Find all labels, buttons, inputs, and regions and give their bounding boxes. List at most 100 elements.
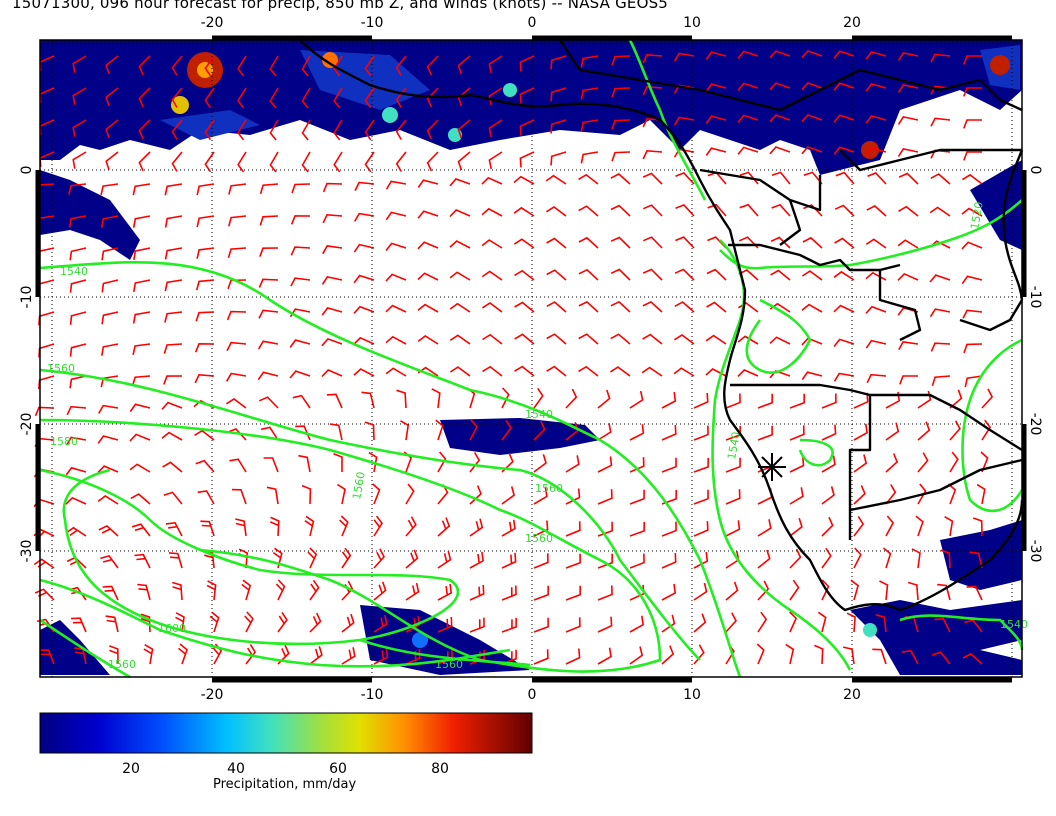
wind-barb: [661, 614, 676, 633]
wind-barb: [865, 238, 887, 249]
wind-barb: [843, 646, 855, 665]
wind-barb: [226, 372, 247, 382]
wind-barb: [326, 393, 343, 409]
wind-barb: [972, 517, 983, 537]
wind-barb: [882, 547, 892, 569]
wind-barb: [69, 375, 87, 389]
wind-barb: [865, 339, 887, 349]
wind-barb: [417, 179, 439, 188]
wind-barb: [801, 49, 823, 59]
horn-coast: [1002, 149, 1024, 301]
wind-barb: [897, 272, 919, 281]
wind-barb: [162, 461, 183, 473]
wind-barb: [132, 311, 151, 324]
contour-label: 1560: [108, 658, 136, 671]
wind-barb: [34, 588, 55, 601]
wind-barb: [693, 425, 709, 441]
wind-barb: [353, 368, 375, 377]
wind-barb: [693, 582, 708, 601]
wind-barb: [821, 516, 834, 537]
wind-barb: [226, 310, 247, 321]
wind-barb: [915, 515, 924, 537]
wind-barb: [899, 375, 918, 385]
wind-barb: [488, 87, 503, 106]
wind-barb: [301, 119, 311, 141]
wind-barb: [642, 300, 663, 313]
wind-barb: [578, 205, 599, 217]
wind-barb: [962, 309, 983, 319]
wind-barb: [258, 309, 279, 319]
wind-barb: [737, 146, 759, 155]
wind-barb: [725, 457, 741, 473]
y-tick-label: 0: [1027, 166, 1043, 175]
wind-barb: [929, 308, 951, 318]
contour-1560-south: [359, 638, 531, 667]
wind-barb: [244, 611, 254, 633]
wind-barb: [65, 526, 87, 537]
wind-barb: [437, 550, 452, 569]
wind-barb: [853, 515, 865, 537]
wind-barb: [533, 387, 544, 409]
wind-barb: [226, 341, 247, 352]
wind-barb: [72, 87, 87, 105]
wind-barb: [706, 268, 727, 281]
wind-barb: [853, 454, 868, 473]
wind-barb: [565, 455, 580, 473]
wind-barb: [629, 646, 644, 665]
wind-barb: [237, 55, 247, 77]
wind-barb: [333, 55, 343, 77]
wind-barb: [364, 151, 375, 173]
wind-barb: [204, 55, 215, 77]
wind-barb: [578, 333, 599, 345]
contour-label: 1540: [725, 431, 743, 461]
wind-barb: [133, 247, 151, 261]
wind-barb: [785, 643, 795, 665]
wind-barb: [769, 82, 791, 91]
wind-barb: [578, 236, 599, 249]
wind-barb: [803, 204, 823, 217]
wind-barb: [449, 209, 471, 218]
wind-barb: [307, 547, 318, 569]
wind-barb: [817, 611, 827, 633]
contour-1540-inland: [745, 298, 812, 374]
wind-barb: [138, 87, 151, 108]
wind-barb: [897, 84, 919, 93]
wind-barb: [546, 301, 567, 313]
wind-barb: [354, 181, 375, 191]
wind-barb: [373, 615, 388, 633]
wind-barb: [469, 584, 485, 601]
wind-barb: [259, 183, 279, 195]
x-tick-label: -10: [361, 15, 384, 31]
contour-label: 1520: [968, 201, 986, 231]
wind-barb: [137, 583, 151, 601]
africa-east-coast: [899, 499, 1024, 612]
wind-barb: [481, 207, 503, 217]
wind-barb: [550, 151, 567, 166]
wind-barb: [833, 146, 855, 155]
wind-barb: [642, 333, 663, 345]
wind-barb: [105, 55, 119, 75]
wind-barb: [69, 247, 87, 261]
wind-barb: [194, 373, 215, 384]
wind-barb: [533, 585, 549, 601]
wind-barb: [163, 375, 183, 385]
x-tick-label: 20: [843, 687, 861, 703]
wind-barb: [449, 178, 471, 187]
africa-west-coast: [299, 39, 901, 612]
frame-ticks: [35, 35, 1027, 683]
wind-barb: [964, 375, 983, 388]
wind-barb: [917, 452, 929, 473]
wind-barb: [290, 215, 311, 225]
wind-barb: [501, 486, 516, 505]
x-tick-label: -10: [361, 687, 384, 703]
wind-barb: [437, 616, 453, 633]
wind-barb: [129, 463, 151, 473]
border-5: [849, 458, 1023, 512]
wind-barb: [165, 521, 183, 537]
wind-barb: [533, 553, 549, 569]
wind-barb: [132, 183, 151, 196]
contour-1560-west: [39, 368, 701, 661]
wind-barb: [38, 375, 55, 390]
wind-barb: [175, 612, 185, 633]
wind-barb: [449, 366, 471, 377]
